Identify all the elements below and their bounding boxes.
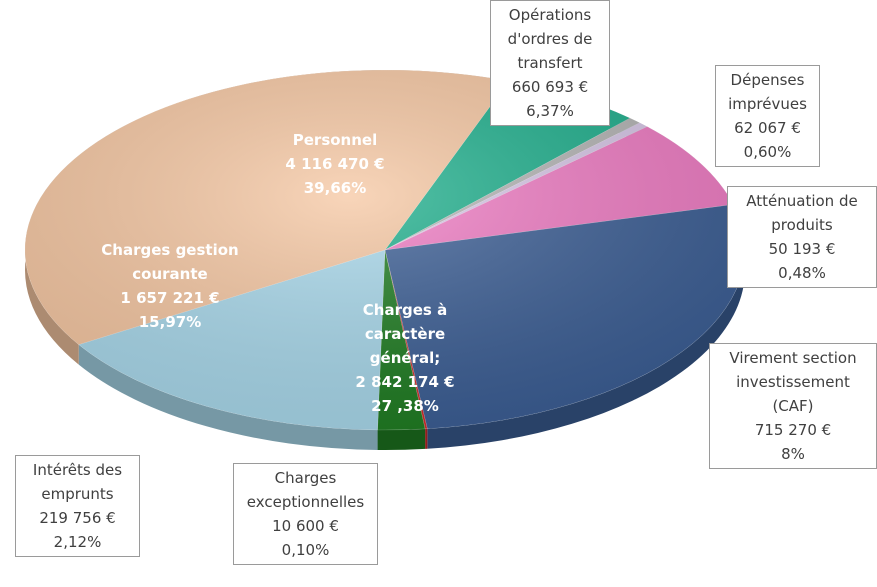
label-amount: 2 842 174 € bbox=[355, 373, 455, 391]
label-name: Atténuation de produits bbox=[746, 192, 858, 234]
label-percent: 0,60% bbox=[743, 143, 792, 161]
slice-label: Opérations d'ordres de transfert 660 693 … bbox=[490, 0, 610, 126]
slice-label: Dépenses imprévues 62 067 € 0,60% bbox=[715, 65, 820, 167]
label-amount: 660 693 € bbox=[511, 78, 589, 96]
slice-label: Charges gestion courante 1 657 221 € 15,97… bbox=[65, 238, 275, 334]
label-percent: 8% bbox=[781, 445, 805, 463]
label-amount: 219 756 € bbox=[39, 509, 116, 527]
label-name: Charges à caractère général; bbox=[362, 301, 448, 367]
label-amount: 4 116 470 € bbox=[285, 155, 385, 173]
label-percent: 0,10% bbox=[281, 541, 330, 559]
label-amount: 1 657 221 € bbox=[120, 289, 220, 307]
label-amount: 10 600 € bbox=[272, 517, 339, 535]
slice-label: Charges exceptionnelles 10 600 € 0,10% bbox=[233, 463, 378, 565]
label-name: Opérations d'ordres de transfert bbox=[507, 6, 593, 72]
label-percent: 27 ,38% bbox=[371, 397, 439, 415]
label-percent: 39,66% bbox=[303, 179, 367, 197]
label-name: Personnel bbox=[292, 131, 378, 149]
label-name: Intérêts des emprunts bbox=[32, 461, 123, 503]
slice-label: Atténuation de produits 50 193 € 0,48% bbox=[727, 186, 877, 288]
slice-side bbox=[377, 428, 426, 450]
label-name: Charges exceptionnelles bbox=[246, 469, 365, 511]
label-amount: 62 067 € bbox=[734, 119, 801, 137]
slice-side bbox=[425, 428, 428, 449]
label-percent: 0,48% bbox=[778, 264, 826, 282]
label-name: Charges gestion courante bbox=[101, 241, 239, 283]
label-percent: 15,97% bbox=[138, 313, 202, 331]
slice-label: Virement section investissement (CAF) 715… bbox=[709, 343, 877, 469]
label-name: Virement section investissement (CAF) bbox=[729, 349, 857, 415]
label-name: Dépenses imprévues bbox=[728, 71, 807, 113]
slice-label: Charges à caractère général; 2 842 174 € 2… bbox=[340, 298, 470, 418]
label-percent: 2,12% bbox=[53, 533, 102, 551]
slice-label: Intérêts des emprunts 219 756 € 2,12% bbox=[15, 455, 140, 557]
label-amount: 50 193 € bbox=[768, 240, 836, 258]
label-amount: 715 270 € bbox=[754, 421, 832, 439]
label-percent: 6,37% bbox=[526, 102, 574, 120]
slice-label: Personnel 4 116 470 € 39,66% bbox=[245, 128, 425, 200]
